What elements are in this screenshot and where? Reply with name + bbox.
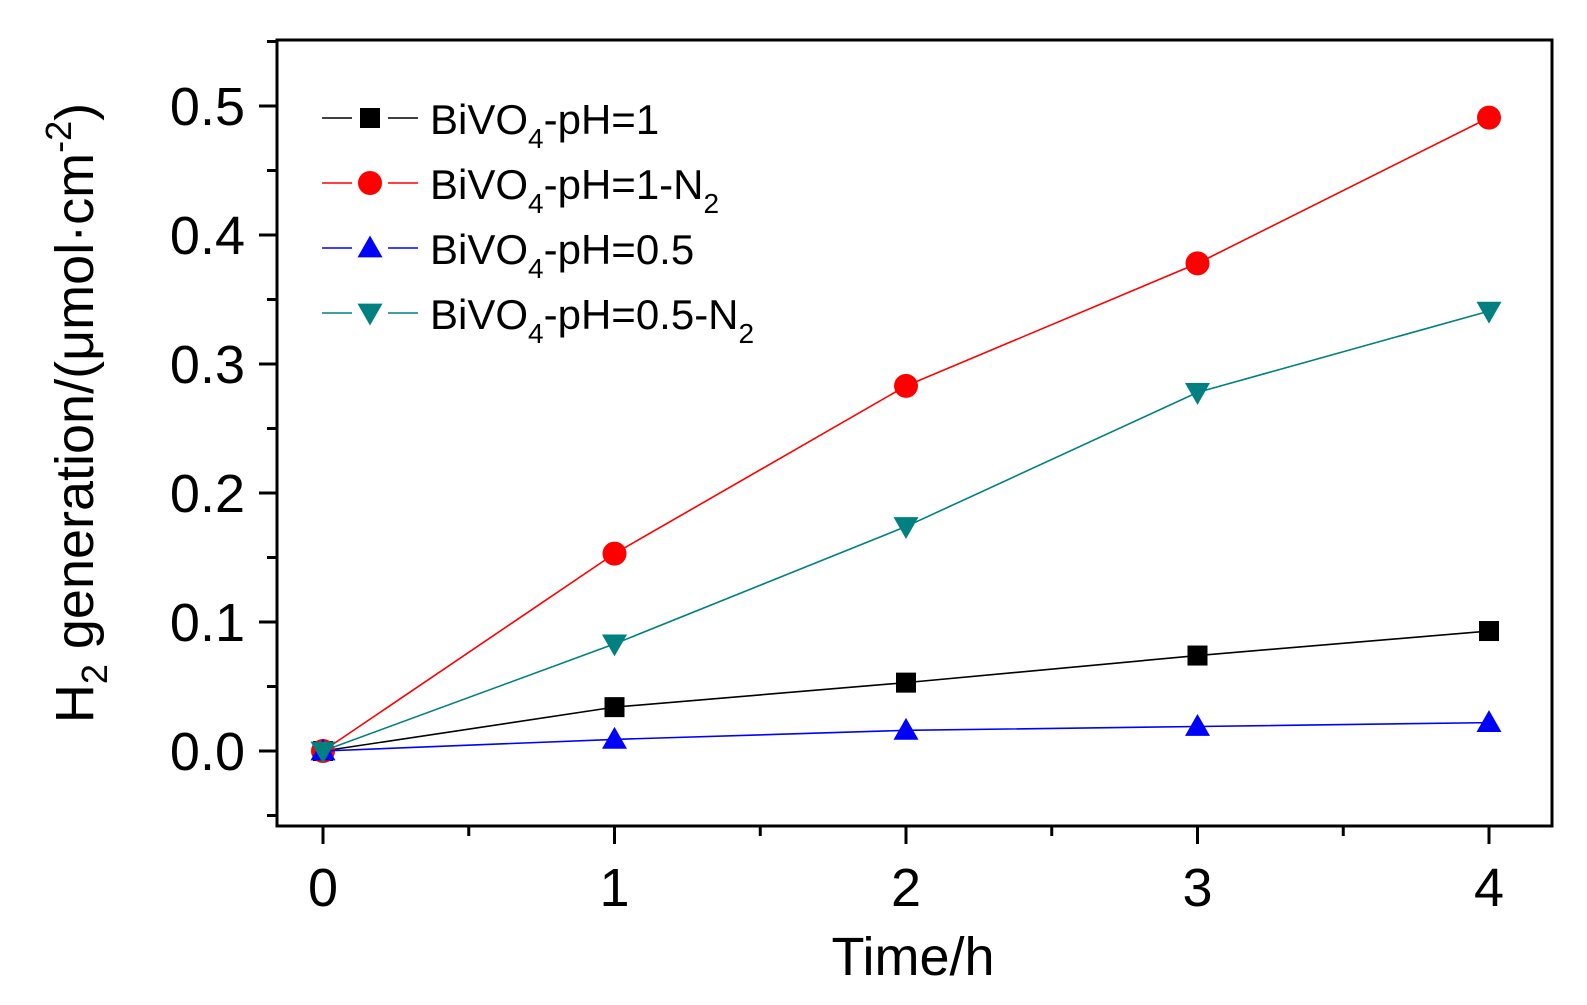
data-point <box>602 726 627 749</box>
data-point <box>604 697 625 718</box>
series-triangle-up <box>310 710 1502 761</box>
data-point <box>1185 383 1210 405</box>
y-label-main: H <box>45 684 105 723</box>
legend-label-sub2: 2 <box>739 318 755 349</box>
x-tick-label: 1 <box>599 858 629 918</box>
x-tick-label: 3 <box>1182 858 1212 918</box>
data-point <box>1187 645 1208 666</box>
series-circle <box>311 105 1501 763</box>
legend-label-main: BiVO <box>430 161 528 208</box>
data-point <box>1479 621 1499 642</box>
y-label-sup: -2 <box>38 121 79 153</box>
y-tick-label: 0.4 <box>170 206 245 266</box>
legend-label: BiVO4-pH=0.5-N2 <box>430 291 754 349</box>
legend-item: BiVO4-pH=0.5-N2 <box>322 291 754 349</box>
plot-frame <box>275 38 1554 828</box>
legend-label-sub: 4 <box>528 123 544 154</box>
legend-label: BiVO4-pH=0.5 <box>430 226 694 284</box>
y-label-sub: 2 <box>74 664 115 684</box>
legend-marker <box>360 108 380 128</box>
legend-label-main: BiVO <box>430 96 528 143</box>
legend-label-rest: -pH=1-N <box>544 161 704 208</box>
legend-label-sub: 4 <box>528 188 544 219</box>
legend-marker <box>357 303 383 326</box>
legend-marker <box>358 171 382 195</box>
legend-marker <box>357 235 383 258</box>
data-point <box>602 541 627 566</box>
data-point <box>896 672 916 693</box>
x-tick-label: 2 <box>891 858 921 918</box>
data-point <box>602 634 627 657</box>
legend-label-main: BiVO <box>430 291 528 338</box>
legend-label-rest: -pH=0.5-N <box>544 291 739 338</box>
legend-label: BiVO4-pH=1 <box>430 96 659 154</box>
series-line <box>322 116 1490 752</box>
series-triangle-down <box>310 301 1502 764</box>
series-square <box>313 621 1499 761</box>
data-point <box>894 373 918 398</box>
legend-label-main: BiVO <box>430 226 528 273</box>
legend-label-rest: -pH=0.5 <box>544 226 695 273</box>
plot-border <box>275 38 1554 828</box>
y-tick-label: 0.2 <box>170 464 245 524</box>
x-axis-label: Time/h <box>831 927 994 987</box>
data-point <box>1185 713 1210 736</box>
data-point <box>1476 301 1502 324</box>
series-group <box>310 105 1502 764</box>
y-label-rest: generation/(μmol·cm <box>45 153 105 664</box>
data-point <box>893 517 919 540</box>
data-point <box>893 717 919 740</box>
y-tick-label: 0.5 <box>170 77 245 137</box>
y-tick-label: 0.3 <box>170 335 245 395</box>
x-tick-label: 4 <box>1474 858 1504 918</box>
data-point <box>1476 710 1502 732</box>
legend-label-rest: -pH=1 <box>544 96 660 143</box>
legend-label-sub: 4 <box>528 253 544 284</box>
axis-ticks: 0 1 2 3 4 0.0 0.1 0.2 0.3 0.4 0.5 <box>170 40 1504 918</box>
legend: BiVO4-pH=1BiVO4-pH=1-N2BiVO4-pH=0.5BiVO4… <box>322 96 754 349</box>
data-point <box>310 741 336 764</box>
legend-item: BiVO4-pH=0.5 <box>322 226 694 284</box>
y-tick-label: 0.0 <box>170 722 245 782</box>
legend-label-sub2: 2 <box>704 188 720 219</box>
y-label-close: ) <box>45 103 105 121</box>
data-point <box>1477 105 1501 130</box>
x-tick-label: 0 <box>308 858 338 918</box>
y-axis-label: H2 generation/(μmol·cm-2) <box>38 103 115 723</box>
legend-label: BiVO4-pH=1-N2 <box>430 161 719 219</box>
legend-item: BiVO4-pH=1 <box>322 96 659 154</box>
y-tick-label: 0.1 <box>170 593 245 653</box>
legend-label-sub: 4 <box>528 318 544 349</box>
legend-item: BiVO4-pH=1-N2 <box>322 161 719 219</box>
data-point <box>1185 251 1210 276</box>
